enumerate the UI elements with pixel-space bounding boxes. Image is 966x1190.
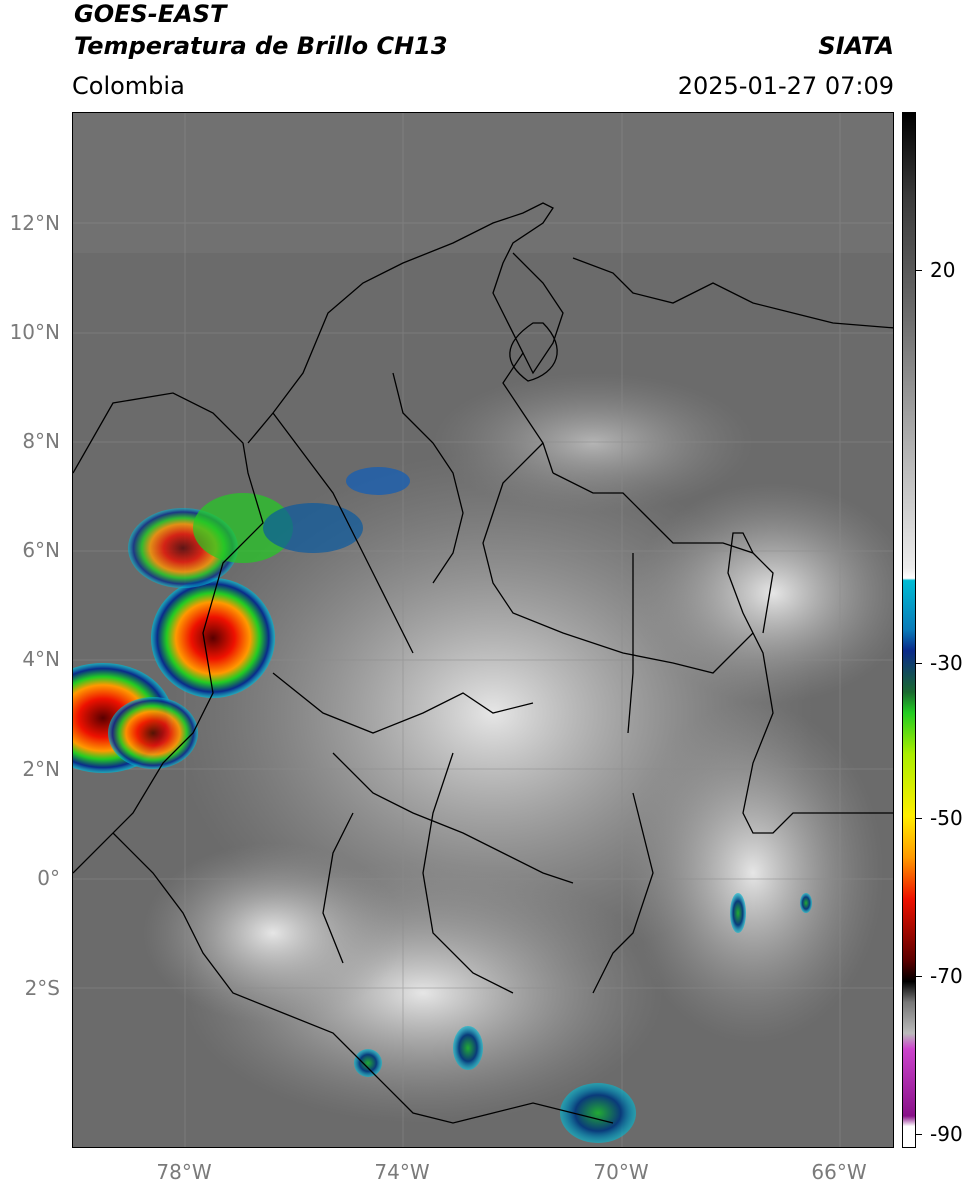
satellite-title: GOES-EAST [74,0,227,28]
lon-label-78w: 78°W [156,1160,212,1184]
colorbar-tick-minus30 [916,663,922,664]
lon-label-66w: 66°W [811,1160,867,1184]
lat-label-10n: 10°N [9,320,60,344]
colorbar-label-minus30: -30 [930,651,963,675]
storm-cell-amazon [560,1083,636,1143]
lat-label-2s: 2°S [24,976,60,1000]
borders [73,202,893,1124]
agency-label: SIATA [818,32,894,60]
colorbar-tick-minus70 [916,976,922,977]
lat-label-12n: 12°N [9,211,60,235]
colorbar-tick-minus50 [916,818,922,819]
datetime-label: 2025-01-27 07:09 [677,72,894,100]
colorbar-label-20: 20 [930,258,956,282]
region-label: Colombia [72,72,185,100]
map-canvas [73,113,893,1147]
lat-label-2n: 2°N [22,757,60,781]
colorbar-label-minus90: -90 [930,1122,963,1146]
lat-label-4n: 4°N [22,647,60,671]
colorbar-label-minus50: -50 [930,806,963,830]
colorbar [902,112,916,1148]
lon-label-70w: 70°W [593,1160,649,1184]
colorbar-label-minus70: -70 [930,964,963,988]
satellite-map[interactable] [72,112,894,1148]
colorbar-tick-minus90 [916,1134,922,1135]
lat-label-0: 0° [37,866,60,890]
lon-label-74w: 74°W [374,1160,430,1184]
colorbar-tick-20 [916,270,922,271]
product-title: Temperatura de Brillo CH13 [74,32,448,60]
lat-label-6n: 6°N [22,538,60,562]
lat-label-8n: 8°N [22,429,60,453]
storm-cell-pacific [151,578,275,698]
